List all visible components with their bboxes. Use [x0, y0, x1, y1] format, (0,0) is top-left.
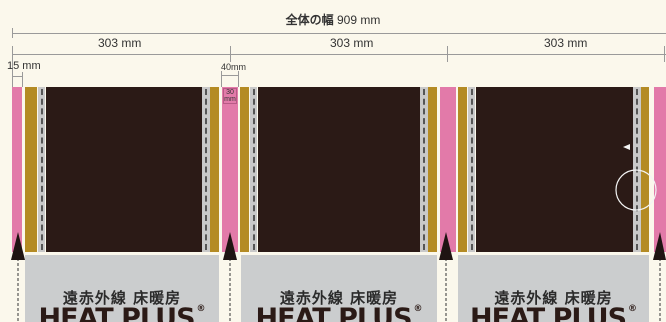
total-width-value: 909 mm: [337, 13, 381, 27]
label-box-1-logo-text: HEAT PLUS: [38, 303, 195, 322]
gap-inner-label: 30 mm: [224, 89, 236, 103]
gap-dimension-label: 40mm: [221, 62, 247, 72]
segment-dimension-line: [12, 54, 666, 55]
segment-label-2: 303 mm: [330, 36, 374, 50]
gold-strip-1b: [210, 87, 219, 252]
label-box-1-logo: HEAT PLUS ®: [25, 305, 219, 322]
label-box-2-text: 遠赤外線 床暖房: [279, 289, 399, 307]
heater-panel-2: [258, 87, 420, 252]
label-box-1-reg: ®: [196, 304, 206, 314]
label-box-2: 遠赤外線 床暖房 HEAT PLUS ®: [241, 255, 437, 322]
edge-dimension-tick: [22, 72, 23, 87]
edge-dimension-label: 15 mm: [7, 60, 41, 72]
pink-strip-gap-1: [222, 87, 238, 252]
segment-tick-3: [447, 46, 448, 62]
total-width-tick-left: [12, 28, 13, 38]
dashed-strip-1b: [202, 87, 210, 252]
dashed-strip-3a: [468, 87, 475, 252]
gap-inner-box: [223, 88, 237, 104]
gap-dimension-tick-left: [221, 71, 222, 87]
label-box-3-text: 遠赤外線 床暖房: [494, 289, 613, 307]
segment-tick-1: [12, 46, 13, 88]
heater-panel-1: [46, 87, 202, 252]
edge-dimension-line: [12, 76, 23, 77]
label-box-3-reg: ®: [628, 304, 638, 314]
pink-strip-right: [654, 87, 666, 252]
segment-label-3: 303 mm: [544, 36, 588, 50]
gold-strip-3b: [641, 87, 649, 252]
total-width-label: 全体の幅: [285, 13, 334, 27]
gold-strip-2a: [240, 87, 249, 252]
label-box-1: 遠赤外線 床暖房 HEAT PLUS ®: [25, 255, 219, 322]
gold-strip-1a: [25, 87, 37, 252]
dashed-strip-2b: [420, 87, 428, 252]
gap-dimension-line: [221, 75, 239, 76]
label-box-2-logo-text: HEAT PLUS: [255, 303, 412, 322]
total-width-title: 全体の幅 909 mm: [0, 11, 666, 28]
label-box-3-logo-text: HEAT PLUS: [469, 303, 627, 322]
gap-dimension-tick-right: [238, 71, 239, 87]
segment-tick-4: [664, 46, 665, 62]
heater-panel-3: [476, 87, 633, 252]
label-box-2-logo: HEAT PLUS ®: [241, 305, 437, 322]
dashed-strip-2a: [250, 87, 257, 252]
label-box-1-text: 遠赤外線 床暖房: [62, 289, 182, 307]
dashed-strip-3b: [633, 87, 641, 252]
label-box-2-reg: ®: [413, 304, 423, 314]
pink-strip-left: [12, 87, 22, 252]
label-box-3-logo: HEAT PLUS ®: [458, 305, 649, 322]
pink-strip-gap-2: [440, 87, 456, 252]
segment-label-1: 303 mm: [98, 36, 142, 50]
gold-strip-3a: [458, 87, 467, 252]
total-width-dimension-line: [12, 33, 666, 34]
segment-tick-2: [230, 46, 231, 62]
gold-strip-2b: [428, 87, 437, 252]
label-box-3: 遠赤外線 床暖房 HEAT PLUS ®: [458, 255, 649, 322]
dashed-strip-1a: [38, 87, 45, 252]
